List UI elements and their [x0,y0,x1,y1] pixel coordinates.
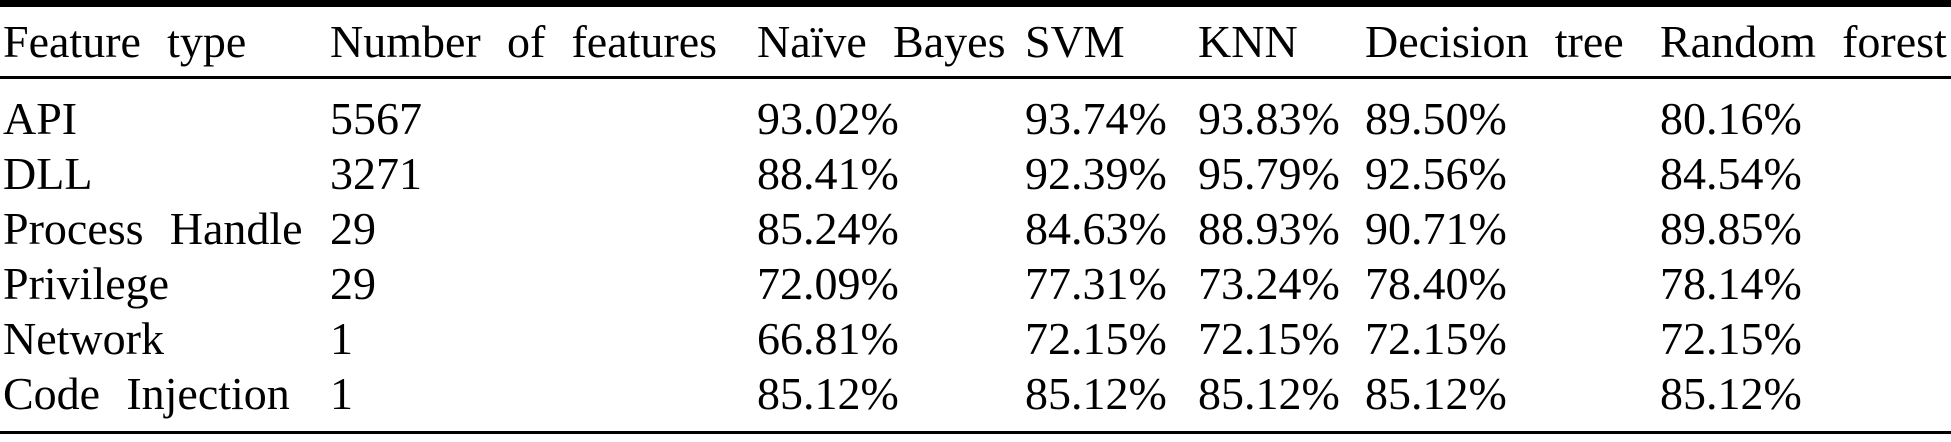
feature-count-cell: 1 [330,312,353,364]
naive-bayes-accuracy-cell: 85.12% [757,367,899,419]
random-forest-accuracy-cell: 84.54% [1660,147,1802,199]
knn-accuracy-cell: 88.93% [1198,202,1340,254]
column-header-svm: SVM [1025,3,1198,79]
feature-type-cell: DLL [3,147,93,199]
feature-type-cell: Privilege [3,257,170,309]
svm-accuracy-cell: 77.31% [1025,257,1167,309]
svm-accuracy-cell: 85.12% [1025,367,1167,419]
table-row-api: API 5567 93.02% 93.74% 93.83% 89.50% 80.… [0,78,1951,147]
naive-bayes-accuracy-cell: 85.24% [757,202,899,254]
column-header-feature-type: Feature type [0,3,330,79]
feature-count-cell: 1 [330,367,353,419]
column-header-random-forest: Random forest [1660,3,1951,79]
feature-type-cell: API [3,92,78,144]
table-row-process-handle: Process Handle 29 85.24% 84.63% 88.93% 9… [0,201,1951,256]
decision-tree-accuracy-cell: 89.50% [1365,92,1507,144]
random-forest-accuracy-cell: 80.16% [1660,92,1802,144]
random-forest-accuracy-cell: 78.14% [1660,257,1802,309]
column-header-number-of-features: Number of features [330,3,757,79]
feature-count-cell: 29 [330,202,376,254]
svm-accuracy-cell: 93.74% [1025,92,1167,144]
decision-tree-accuracy-cell: 90.71% [1365,202,1507,254]
decision-tree-accuracy-cell: 78.40% [1365,257,1507,309]
header-row: Feature type Number of features Naïve Ba… [0,3,1951,79]
feature-count-cell: 29 [330,257,376,309]
naive-bayes-accuracy-cell: 93.02% [757,92,899,144]
table-row-dll: DLL 3271 88.41% 92.39% 95.79% 92.56% 84.… [0,146,1951,201]
random-forest-accuracy-cell: 72.15% [1660,312,1802,364]
column-header-naive-bayes: Naïve Bayes [757,3,1025,79]
table-row-network: Network 1 66.81% 72.15% 72.15% 72.15% 72… [0,311,1951,366]
naive-bayes-accuracy-cell: 88.41% [757,147,899,199]
knn-accuracy-cell: 85.12% [1198,367,1340,419]
knn-accuracy-cell: 72.15% [1198,312,1340,364]
decision-tree-accuracy-cell: 72.15% [1365,312,1507,364]
random-forest-accuracy-cell: 89.85% [1660,202,1802,254]
feature-type-cell: Network [3,312,164,364]
random-forest-accuracy-cell: 85.12% [1660,367,1802,419]
column-header-knn: KNN [1198,3,1365,79]
feature-count-cell: 3271 [330,147,422,199]
decision-tree-accuracy-cell: 85.12% [1365,367,1507,419]
naive-bayes-accuracy-cell: 66.81% [757,312,899,364]
feature-count-cell: 5567 [330,92,422,144]
feature-type-cell: Code Injection [3,367,290,419]
table-row-privilege: Privilege 29 72.09% 77.31% 73.24% 78.40%… [0,256,1951,311]
knn-accuracy-cell: 95.79% [1198,147,1340,199]
svm-accuracy-cell: 84.63% [1025,202,1167,254]
feature-type-cell: Process Handle [3,202,303,254]
column-header-decision-tree: Decision tree [1365,3,1660,79]
knn-accuracy-cell: 93.83% [1198,92,1340,144]
knn-accuracy-cell: 73.24% [1198,257,1340,309]
decision-tree-accuracy-cell: 92.56% [1365,147,1507,199]
svm-accuracy-cell: 72.15% [1025,312,1167,364]
svm-accuracy-cell: 92.39% [1025,147,1167,199]
table-row-code-injection: Code Injection 1 85.12% 85.12% 85.12% 85… [0,366,1951,433]
naive-bayes-accuracy-cell: 72.09% [757,257,899,309]
